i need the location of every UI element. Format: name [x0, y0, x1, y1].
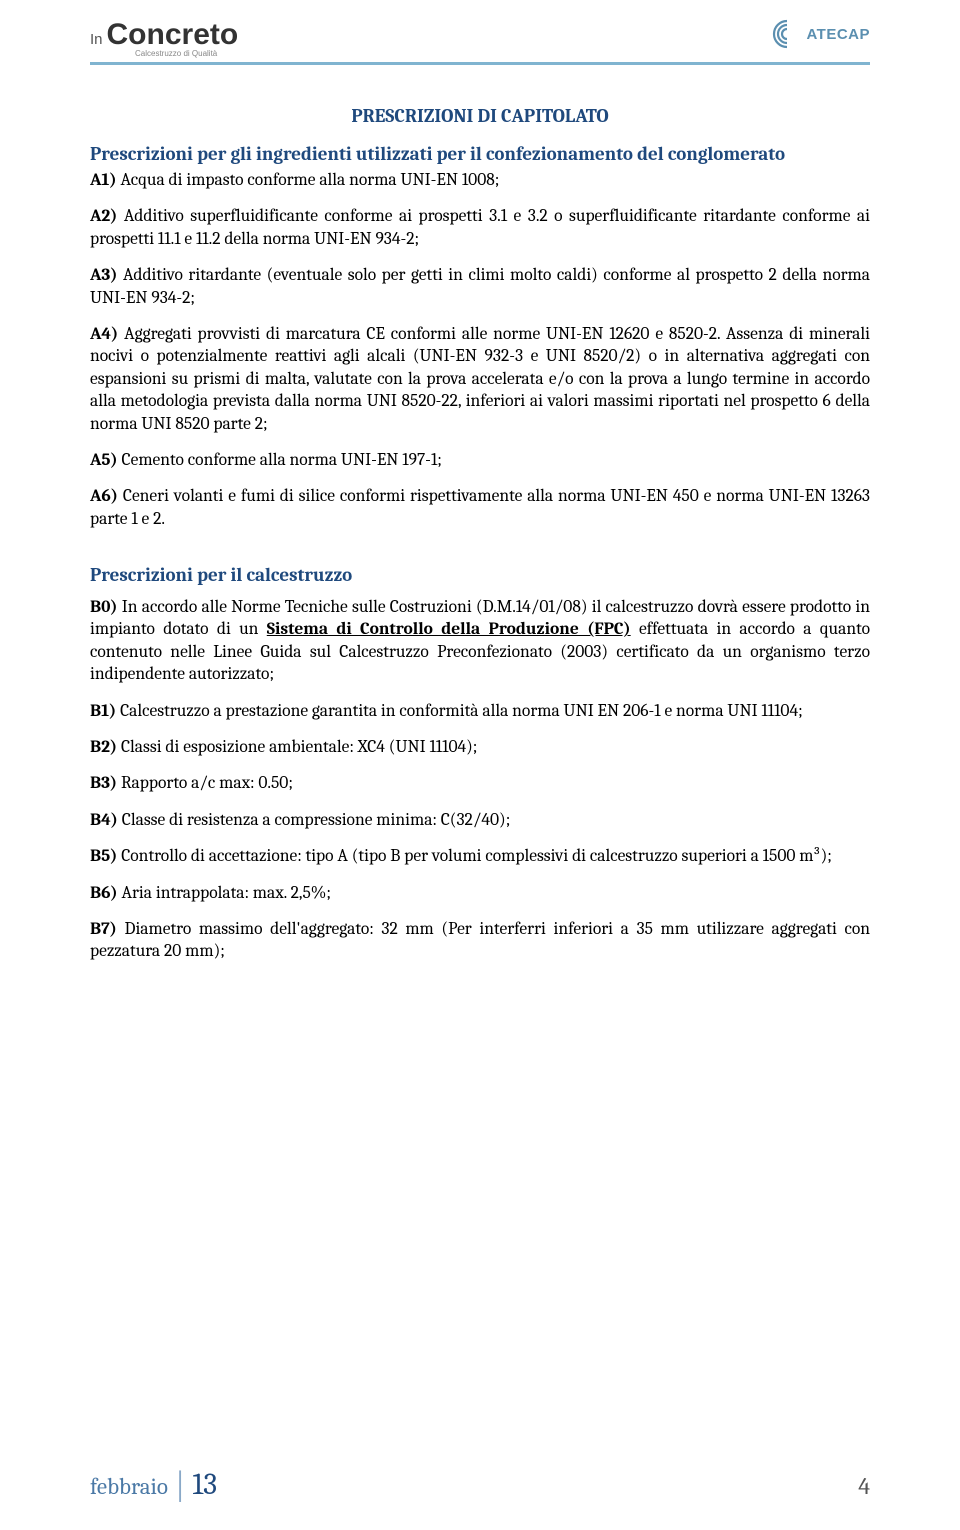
b7-text: Diametro massimo dell'aggregato: 32 mm (… [90, 919, 870, 961]
logo-prefix: In [90, 31, 103, 48]
footer-separator: │ [171, 1471, 189, 1501]
logo-right: ATECAP [769, 18, 870, 50]
logo-left-block: In Concreto Calcestruzzo di Qualità [90, 18, 238, 58]
footer-month: febbraio [90, 1473, 168, 1500]
item-b4: B4) Classe di resistenza a compressione … [90, 809, 870, 831]
a1-label: A1) [90, 170, 117, 190]
b4-text: Classe di resistenza a compressione mini… [118, 810, 510, 830]
item-b1: B1) Calcestruzzo a prestazione garantita… [90, 700, 870, 722]
b2-text: Classi di esposizione ambientale: XC4 (U… [117, 737, 477, 757]
item-a5: A5) Cemento conforme alla norma UNI-EN 1… [90, 449, 870, 471]
a4-label: A4) [90, 324, 118, 344]
page-header: In Concreto Calcestruzzo di Qualità ATEC… [90, 18, 870, 65]
b0-emph: Sistema di Controllo della Produzione (F… [267, 619, 631, 639]
item-b3: B3) Rapporto a/c max: 0.50; [90, 772, 870, 794]
a2-label: A2) [90, 206, 117, 226]
a5-label: A5) [90, 450, 118, 470]
item-b6: B6) Aria intrappolata: max. 2,5%; [90, 882, 870, 904]
atecap-label: ATECAP [806, 26, 870, 43]
item-b7: B7) Diametro massimo dell'aggregato: 32 … [90, 918, 870, 963]
item-b0: B0) In accordo alle Norme Tecniche sulle… [90, 596, 870, 686]
section2-heading: Prescrizioni per il calcestruzzo [90, 564, 870, 586]
b5-text: Controllo di accettazione: tipo A (tipo … [117, 846, 832, 866]
b7-label: B7) [90, 919, 117, 939]
item-a1: A1) Acqua di impasto conforme alla norma… [90, 169, 870, 191]
a3-text: Additivo ritardante (eventuale solo per … [90, 265, 870, 307]
page-footer: febbraio│13 4 [90, 1467, 870, 1502]
section1-heading: Prescrizioni per gli ingredienti utilizz… [90, 143, 870, 165]
logo-main: Concreto [107, 18, 239, 52]
b6-text: Aria intrappolata: max. 2,5%; [118, 883, 331, 903]
atecap-arc-icon [769, 18, 801, 50]
item-a6: A6) Ceneri volanti e fumi di silice conf… [90, 485, 870, 530]
page-title: PRESCRIZIONI DI CAPITOLATO [90, 105, 870, 127]
b1-text: Calcestruzzo a prestazione garantita in … [116, 701, 802, 721]
a2-text: Additivo superfluidificante conforme ai … [90, 206, 870, 248]
b5-label: B5) [90, 846, 117, 866]
b6-label: B6) [90, 883, 118, 903]
b3-label: B3) [90, 773, 117, 793]
a6-label: A6) [90, 486, 118, 506]
b2-label: B2) [90, 737, 117, 757]
logo-left: In Concreto [90, 18, 238, 52]
a6-text: Ceneri volanti e fumi di silice conformi… [90, 486, 870, 528]
b0-label: B0) [90, 597, 118, 617]
a5-text: Cemento conforme alla norma UNI-EN 197-1… [118, 450, 442, 470]
b3-text: Rapporto a/c max: 0.50; [117, 773, 293, 793]
page: In Concreto Calcestruzzo di Qualità ATEC… [0, 0, 960, 1530]
b1-label: B1) [90, 701, 116, 721]
b4-label: B4) [90, 810, 118, 830]
item-a3: A3) Additivo ritardante (eventuale solo … [90, 264, 870, 309]
item-a2: A2) Additivo superfluidificante conforme… [90, 205, 870, 250]
footer-year: 13 [192, 1467, 217, 1502]
item-b5: B5) Controllo di accettazione: tipo A (t… [90, 845, 870, 867]
footer-date: febbraio│13 [90, 1467, 217, 1502]
item-a4: A4) Aggregati provvisti di marcatura CE … [90, 323, 870, 435]
item-b2: B2) Classi di esposizione ambientale: XC… [90, 736, 870, 758]
a4-text: Aggregati provvisti di marcatura CE conf… [90, 324, 870, 434]
footer-page-number: 4 [858, 1472, 870, 1500]
a3-label: A3) [90, 265, 117, 285]
a1-text: Acqua di impasto conforme alla norma UNI… [117, 170, 500, 190]
